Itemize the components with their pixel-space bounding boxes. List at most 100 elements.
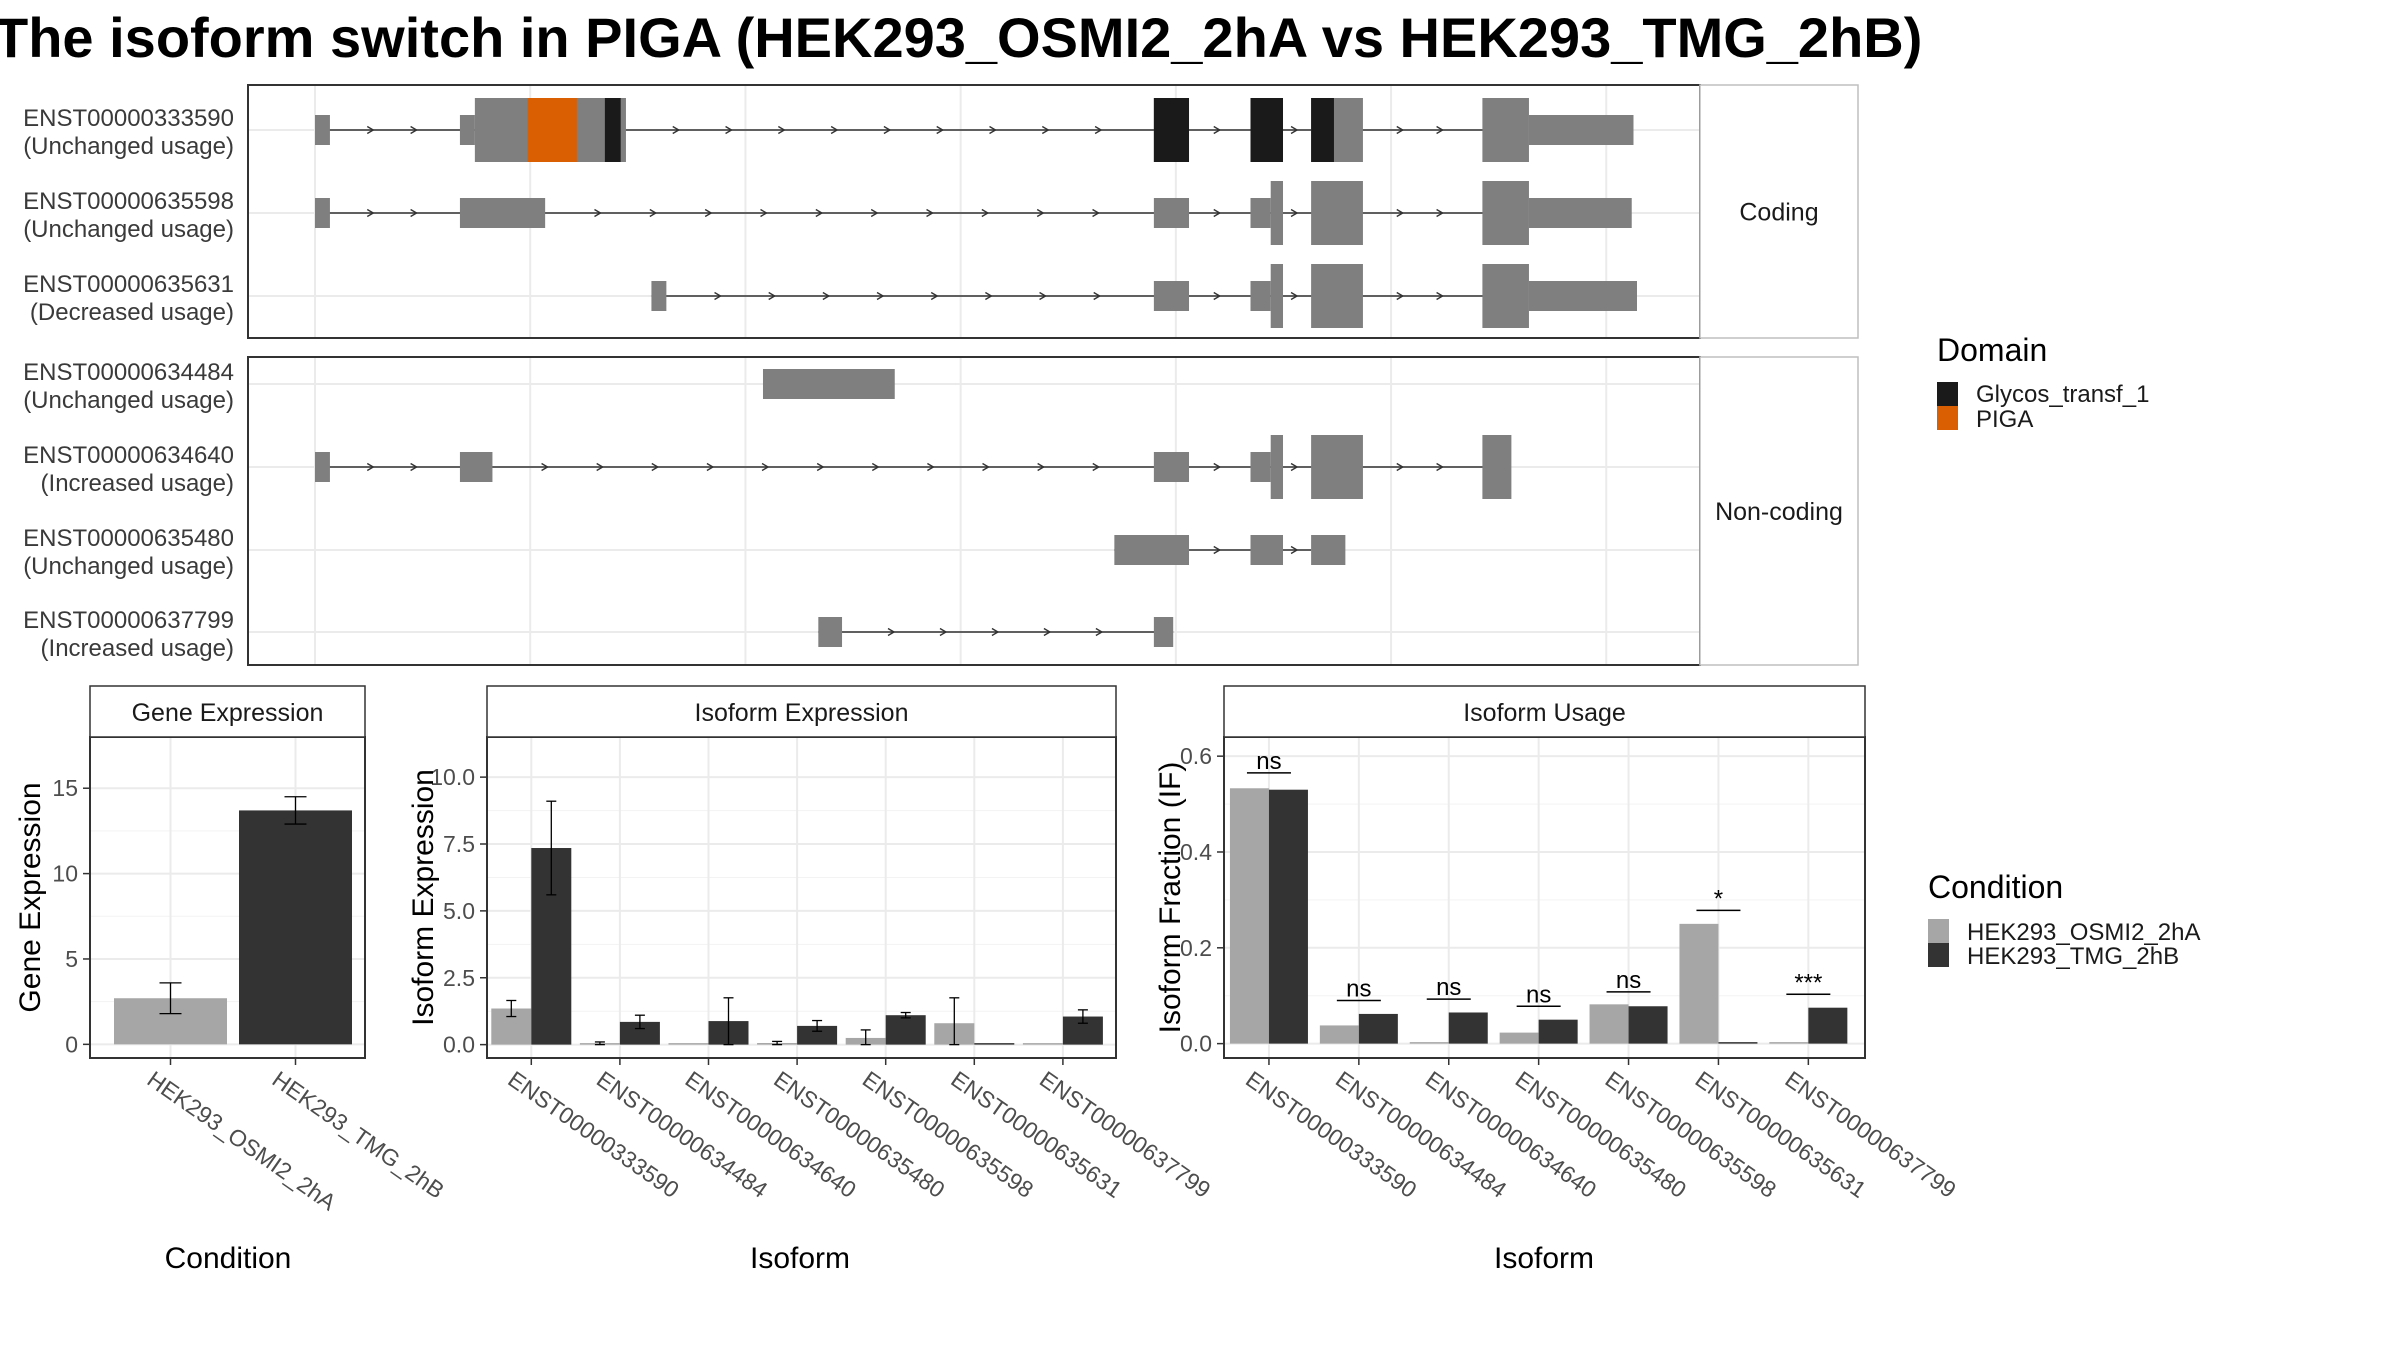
structure-strip [1699,356,1859,666]
transcript-usage-label: (Increased usage) [41,470,234,497]
exon-cds [1270,264,1284,328]
intron-direction-arrow [1213,208,1222,218]
exon-cds [1482,264,1529,328]
intron-direction-arrow [596,462,605,472]
exon-cds [1311,181,1363,245]
y-tick-label: 15 [52,775,78,801]
exon-cds [1270,181,1284,245]
y-axis-title: Gene Expression [14,782,47,1012]
page-title: The isoform switch in PIGA (HEK293_OSMI2… [0,6,1922,69]
transcript-enst00000635480: ENST00000635480(Unchanged usage) [23,525,1346,580]
intron-direction-arrow [982,462,990,472]
transcript-usage-label: (Increased usage) [41,635,234,662]
intron-direction-arrow [822,291,831,301]
transcript-enst00000635598: ENST00000635598(Unchanged usage) [23,181,1632,245]
bar-hek293-osmi2-2ha-enst00000637799 [1769,1042,1809,1044]
intron-direction-arrow [1396,125,1405,135]
intron-direction-arrow [1436,291,1444,301]
bar-hek293-tmg-2hb-enst00000637799 [1808,1007,1848,1044]
bar-hek293-tmg-2hb-enst00000333590 [1268,789,1308,1044]
exon-utr [1153,281,1190,311]
structure-panel-background [248,357,1700,665]
significance-label: *** [1794,969,1822,996]
exon-utr [651,281,667,311]
y-tick-label: 5 [65,946,78,972]
intron-direction-arrow [887,627,896,637]
transcript-id-label: ENST00000637799 [23,607,234,634]
bar-hek293-tmg-2hb-enst00000635598 [885,1015,926,1045]
intron-direction-arrow [410,125,418,135]
bar-hek293-osmi2-2ha-enst00000635598 [1589,1004,1629,1044]
exon-utr [459,115,475,145]
significance-label: ns [1526,981,1551,1008]
exon-utr [1528,198,1632,228]
exon-cds [1482,181,1529,245]
intron-direction-arrow [991,627,1000,637]
x-axis-title: Isoform [1494,1242,1594,1275]
y-tick-label: 0.0 [1180,1031,1212,1057]
transcript-enst00000635631: ENST00000635631(Decreased usage) [23,264,1637,328]
intron-direction-arrow [1094,125,1103,135]
transcript-enst00000634484: ENST00000634484(Unchanged usage) [23,359,895,414]
legend-label-glycos-transf-1: Glycos_transf_1 [1976,381,2149,408]
intron-direction-arrow [871,462,880,472]
intron-direction-arrow [1039,291,1047,301]
transcript-enst00000634640: ENST00000634640(Increased usage) [23,435,1512,499]
bar-hek293-osmi2-2ha-enst00000637799 [1022,1043,1063,1045]
intron-direction-arrow [927,462,935,472]
intron-direction-arrow [1092,462,1101,472]
intron-direction-arrow [1436,208,1444,218]
intron-direction-arrow [1436,462,1444,472]
y-tick-label: 10.0 [430,764,475,790]
intron-direction-arrow [1290,545,1299,555]
exon-utr [1250,281,1271,311]
intron-direction-arrow [768,291,777,301]
transcript-id-label: ENST00000333590 [23,105,234,132]
intron-direction-arrow [1436,125,1444,135]
legend-swatch-glycos-transf-1 [1937,382,1958,406]
bar-hek293-tmg-2hb-enst00000634640 [1448,1012,1488,1044]
intron-direction-arrow [985,291,993,301]
structure-panel-coding: ENST00000333590(Unchanged usage)ENST0000… [23,84,1859,339]
significance-label: ns [1256,748,1281,775]
intron-direction-arrow [815,208,824,218]
intron-direction-arrow [760,208,768,218]
intron-direction-arrow [1396,462,1405,472]
exon-utr [1250,535,1284,565]
intron-direction-arrow [1290,291,1299,301]
domain-glycos-transf-1 [1153,98,1190,162]
domain-glycos-transf-1 [1250,98,1284,162]
exon-utr [315,198,330,228]
intron-direction-arrow [1213,462,1222,472]
transcript-id-label: ENST00000634640 [23,442,234,469]
intron-direction-arrow [989,125,997,135]
transcript-id-label: ENST00000635480 [23,525,234,552]
legend-swatch-osmi2 [1928,919,1949,943]
exon-utr [1528,281,1637,311]
transcript-usage-label: (Unchanged usage) [23,133,234,160]
exon-utr [1528,115,1634,145]
exon-utr [315,452,330,482]
exon-utr [1114,535,1190,565]
y-tick-label: 2.5 [443,965,475,991]
significance-label: * [1714,885,1723,912]
intron-direction-arrow [725,125,733,135]
bar-hek293-osmi2-2ha-enst00000634484 [1319,1025,1359,1044]
bar-hek293-tmg-2hb [239,810,352,1045]
chart-panel-background [487,737,1116,1058]
legend-swatch-piga [1937,406,1958,430]
structure-strip-label: Non-coding [1715,498,1843,526]
significance-label: ns [1346,976,1371,1003]
transcript-enst00000333590: ENST00000333590(Unchanged usage) [23,98,1634,162]
intron-direction-arrow [830,125,839,135]
chart-strip [1223,685,1866,738]
exon-utr [1311,535,1346,565]
intron-direction-arrow [777,125,786,135]
exon-utr [818,617,843,647]
intron-direction-arrow [1036,208,1045,218]
intron-direction-arrow [366,125,375,135]
bar-hek293-tmg-2hb-enst00000634484 [1358,1013,1398,1044]
intron-direction-arrow [1092,208,1100,218]
bar-hek293-tmg-2hb-enst00000635631 [974,1043,1015,1045]
chart-strip [89,685,366,738]
